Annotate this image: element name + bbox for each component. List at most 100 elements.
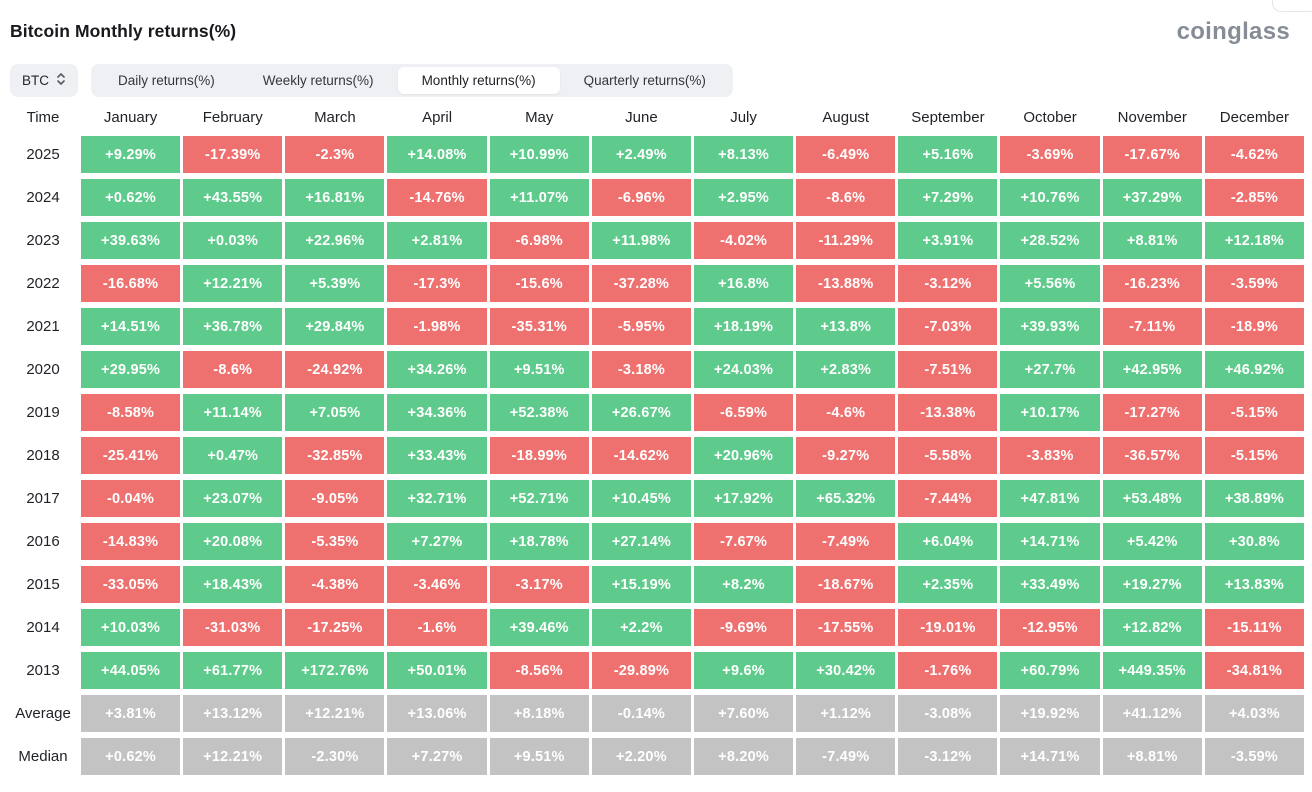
return-cell: -37.28%: [591, 265, 691, 302]
return-cell: -7.49%: [796, 523, 896, 560]
return-cell: +7.27%: [387, 523, 487, 560]
return-cell: +8.18%: [489, 695, 589, 732]
return-cell: +3.81%: [81, 695, 181, 732]
return-cell: +2.20%: [591, 738, 691, 775]
return-cell: +13.06%: [387, 695, 487, 732]
return-cell: +26.67%: [591, 394, 691, 431]
return-cell: -8.6%: [183, 351, 283, 388]
return-cell: +46.92%: [1204, 351, 1304, 388]
return-cell: -24.92%: [285, 351, 385, 388]
return-cell: +29.95%: [81, 351, 181, 388]
return-cell: +7.29%: [898, 179, 998, 216]
column-header-march: March: [314, 109, 356, 126]
return-cell: +18.43%: [183, 566, 283, 603]
return-cell: -7.44%: [898, 480, 998, 517]
return-cell: +14.51%: [81, 308, 181, 345]
return-cell: +17.92%: [693, 480, 794, 517]
return-cell: +14.08%: [387, 136, 487, 173]
return-cell: +34.36%: [387, 394, 487, 431]
return-cell: +37.29%: [1102, 179, 1202, 216]
return-cell: +2.35%: [898, 566, 998, 603]
return-cell: +10.45%: [591, 480, 691, 517]
return-cell: -9.69%: [693, 609, 794, 646]
column-header-october: October: [1023, 109, 1077, 126]
return-cell: +14.71%: [1000, 523, 1100, 560]
return-cell: +29.84%: [285, 308, 385, 345]
return-cell: -3.46%: [387, 566, 487, 603]
return-cell: -7.03%: [898, 308, 998, 345]
return-cell: +12.82%: [1102, 609, 1202, 646]
return-cell: +172.76%: [285, 652, 385, 689]
return-cell: +30.8%: [1204, 523, 1304, 560]
return-cell: +41.12%: [1102, 695, 1202, 732]
return-cell: -17.55%: [796, 609, 896, 646]
return-cell: +42.95%: [1102, 351, 1202, 388]
return-cell: -4.02%: [693, 222, 794, 259]
row-label-2025: 2025: [26, 146, 60, 163]
return-cell: +10.99%: [489, 136, 589, 173]
row-label-2014: 2014: [26, 619, 60, 636]
return-cell: +0.62%: [81, 738, 181, 775]
return-cell: +12.18%: [1204, 222, 1304, 259]
return-cell: -3.69%: [1000, 136, 1100, 173]
return-cell: +2.81%: [387, 222, 487, 259]
column-header-november: November: [1117, 109, 1187, 126]
coinglass-logo[interactable]: coinglass: [1176, 17, 1290, 45]
return-cell: -14.62%: [591, 437, 691, 474]
return-cell: -6.49%: [796, 136, 896, 173]
return-cell: +11.07%: [489, 179, 589, 216]
return-cell: -3.08%: [898, 695, 998, 732]
return-cell: +20.08%: [183, 523, 283, 560]
return-cell: -17.3%: [387, 265, 487, 302]
column-header-december: December: [1219, 109, 1289, 126]
column-header-august: August: [822, 109, 870, 126]
tab-daily-returns[interactable]: Daily returns(%): [94, 67, 239, 94]
return-cell: +0.03%: [183, 222, 283, 259]
return-cell: -3.83%: [1000, 437, 1100, 474]
return-cell: -4.6%: [796, 394, 896, 431]
return-cell: -17.39%: [183, 136, 283, 173]
tab-weekly-returns[interactable]: Weekly returns(%): [239, 67, 398, 94]
return-cell: +8.81%: [1102, 222, 1202, 259]
return-cell: +14.71%: [1000, 738, 1100, 775]
return-cell: +65.32%: [796, 480, 896, 517]
return-cell: +34.26%: [387, 351, 487, 388]
return-cell: -8.58%: [81, 394, 181, 431]
partial-top-right-button[interactable]: [1272, 0, 1312, 12]
return-cell: -3.12%: [898, 265, 998, 302]
return-cell: +36.78%: [183, 308, 283, 345]
tab-monthly-returns[interactable]: Monthly returns(%): [397, 67, 560, 94]
return-cell: +60.79%: [1000, 652, 1100, 689]
symbol-select[interactable]: BTC: [10, 64, 78, 97]
return-cell: +13.83%: [1204, 566, 1304, 603]
return-cell: +16.8%: [693, 265, 794, 302]
return-cell: +2.49%: [591, 136, 691, 173]
return-cell: -14.83%: [81, 523, 181, 560]
return-cell: -4.62%: [1204, 136, 1304, 173]
return-cell: -1.98%: [387, 308, 487, 345]
return-cell: +39.93%: [1000, 308, 1100, 345]
return-cell: -33.05%: [81, 566, 181, 603]
return-cell: +2.83%: [796, 351, 896, 388]
return-cell: +8.81%: [1102, 738, 1202, 775]
return-cell: +12.21%: [183, 738, 283, 775]
tab-quarterly-returns[interactable]: Quarterly returns(%): [560, 67, 730, 94]
return-cell: -4.38%: [285, 566, 385, 603]
return-cell: +449.35%: [1102, 652, 1202, 689]
row-label-2019: 2019: [26, 404, 60, 421]
return-cell: +20.96%: [693, 437, 794, 474]
row-label-average: Average: [15, 705, 71, 722]
return-cell: +2.2%: [591, 609, 691, 646]
return-cell: +52.71%: [489, 480, 589, 517]
return-cell: +47.81%: [1000, 480, 1100, 517]
return-cell: +13.8%: [796, 308, 896, 345]
return-cell: +19.27%: [1102, 566, 1202, 603]
return-cell: -3.59%: [1204, 265, 1304, 302]
return-cell: +12.21%: [183, 265, 283, 302]
return-cell: -2.85%: [1204, 179, 1304, 216]
returns-table: Time January February March April May June July…: [8, 109, 1304, 775]
column-header-january: January: [103, 109, 158, 126]
return-cell: +32.71%: [387, 480, 487, 517]
return-cell: +2.95%: [693, 179, 794, 216]
